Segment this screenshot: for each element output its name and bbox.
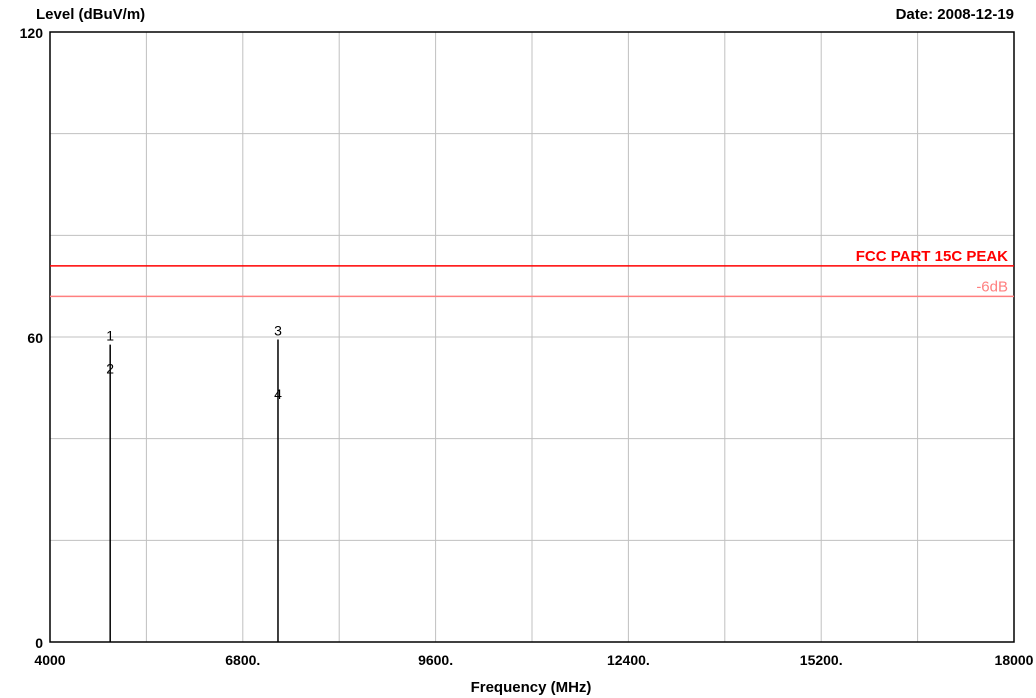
limit-line-label: FCC PART 15C PEAK bbox=[856, 248, 1008, 265]
x-tick-label: 15200. bbox=[800, 652, 843, 668]
marker-label: 3 bbox=[274, 323, 282, 339]
date-label: Date: 2008-12-19 bbox=[896, 6, 1014, 23]
grid-lines bbox=[50, 32, 1014, 642]
marker-label: 1 bbox=[106, 328, 114, 344]
y-tick-labels: 0 60 120 bbox=[20, 25, 44, 651]
y-tick-label: 120 bbox=[20, 25, 44, 41]
x-tick-labels: 4000 6800. 9600. 12400. 15200. 18000 bbox=[34, 652, 1033, 668]
x-tick-label: 6800. bbox=[225, 652, 260, 668]
y-tick-label: 60 bbox=[27, 330, 43, 346]
x-tick-label: 4000 bbox=[34, 652, 65, 668]
marker-label: 4 bbox=[274, 386, 282, 402]
x-tick-label: 12400. bbox=[607, 652, 650, 668]
x-tick-label: 18000 bbox=[995, 652, 1034, 668]
marker-label: 2 bbox=[106, 361, 114, 377]
y-axis-label: Level (dBuV/m) bbox=[36, 6, 145, 23]
x-tick-label: 9600. bbox=[418, 652, 453, 668]
marker-labels: 1 2 3 4 bbox=[106, 323, 282, 403]
x-axis-label: Frequency (MHz) bbox=[471, 679, 592, 696]
plot-frame bbox=[49, 31, 1015, 643]
emission-spikes bbox=[109, 339, 279, 642]
limit-line-label: -6dB bbox=[976, 278, 1008, 295]
y-tick-label: 0 bbox=[35, 635, 43, 651]
limit-lines: FCC PART 15C PEAK -6dB bbox=[50, 248, 1014, 298]
